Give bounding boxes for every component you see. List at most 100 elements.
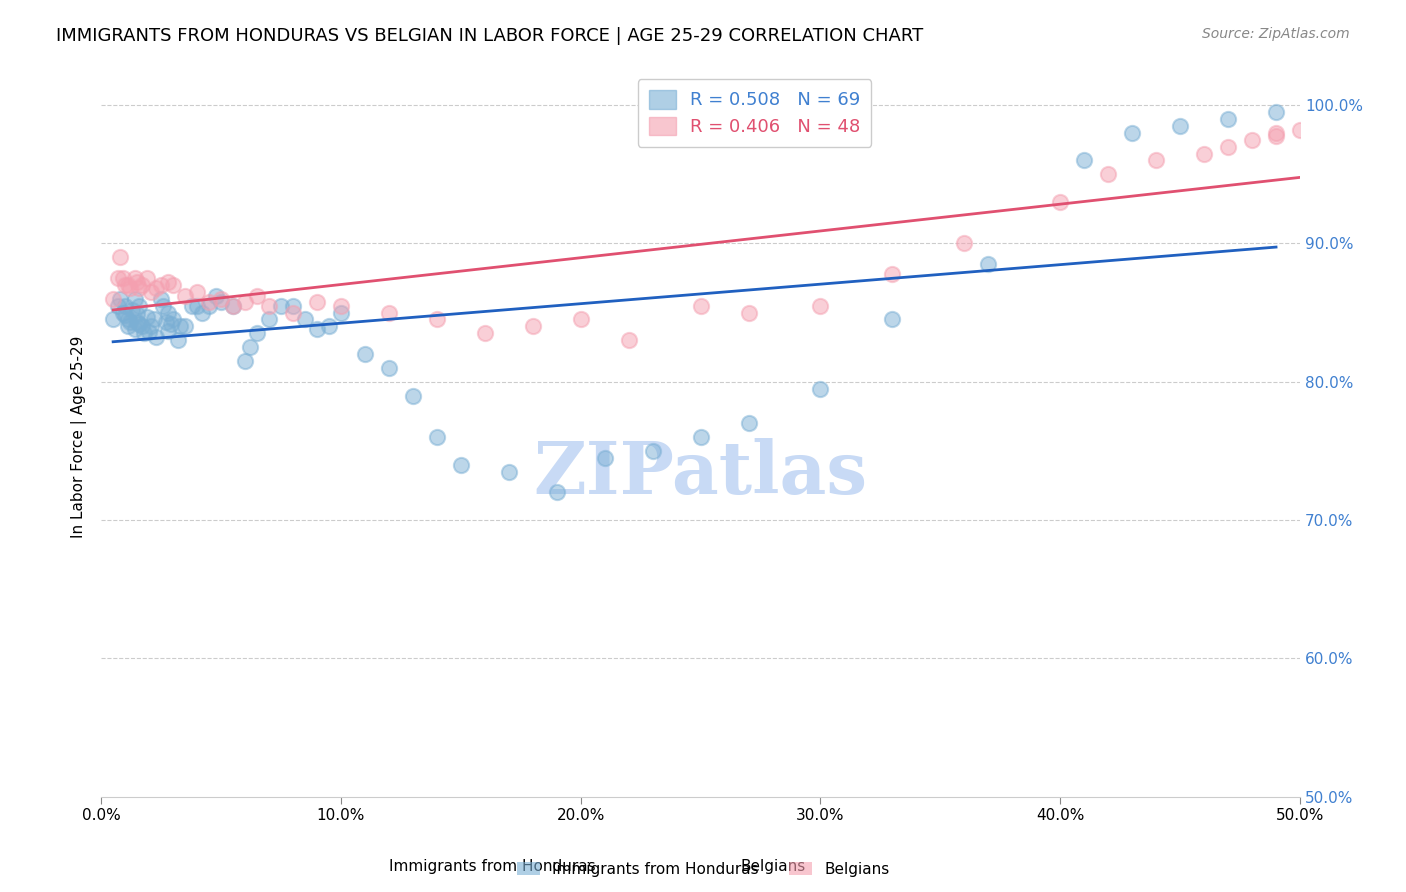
- Point: [1241, 133, 1264, 147]
- Point: [641, 443, 664, 458]
- Point: [131, 319, 153, 334]
- Point: [141, 285, 163, 299]
- Point: [117, 319, 139, 334]
- Point: [124, 292, 146, 306]
- Point: [181, 299, 204, 313]
- Point: [128, 281, 150, 295]
- Point: [426, 312, 449, 326]
- Point: [233, 294, 256, 309]
- Point: [128, 317, 150, 331]
- Point: [142, 312, 165, 326]
- Point: [257, 312, 280, 326]
- Point: [1097, 167, 1119, 181]
- Point: [118, 281, 141, 295]
- Point: [166, 333, 188, 347]
- Point: [150, 277, 173, 292]
- Point: [110, 292, 132, 306]
- Point: [378, 360, 401, 375]
- Point: [114, 299, 136, 313]
- Point: [1049, 194, 1071, 209]
- Point: [152, 299, 174, 313]
- Point: [593, 450, 616, 465]
- Point: [281, 305, 304, 319]
- Point: [233, 354, 256, 368]
- Point: [169, 319, 191, 334]
- Point: [689, 430, 711, 444]
- Legend: Immigrants from Honduras, Belgians: Immigrants from Honduras, Belgians: [509, 854, 897, 884]
- Point: [1216, 112, 1239, 126]
- Point: [124, 271, 146, 285]
- Point: [114, 277, 136, 292]
- Text: Source: ZipAtlas.com: Source: ZipAtlas.com: [1202, 27, 1350, 41]
- Point: [186, 299, 208, 313]
- Point: [1073, 153, 1095, 168]
- Point: [157, 275, 180, 289]
- Point: [977, 257, 1000, 271]
- Point: [121, 302, 143, 317]
- Point: [110, 250, 132, 264]
- Point: [127, 307, 149, 321]
- Point: [402, 388, 425, 402]
- Point: [882, 267, 904, 281]
- Text: IMMIGRANTS FROM HONDURAS VS BELGIAN IN LABOR FORCE | AGE 25-29 CORRELATION CHART: IMMIGRANTS FROM HONDURAS VS BELGIAN IN L…: [56, 27, 924, 45]
- Point: [150, 292, 173, 306]
- Point: [246, 326, 269, 341]
- Point: [737, 416, 759, 430]
- Point: [426, 430, 449, 444]
- Point: [124, 322, 146, 336]
- Point: [450, 458, 472, 472]
- Point: [145, 330, 167, 344]
- Point: [305, 294, 328, 309]
- Point: [186, 285, 208, 299]
- Point: [569, 312, 592, 326]
- Point: [498, 465, 520, 479]
- Point: [222, 299, 245, 313]
- Point: [155, 315, 177, 329]
- Point: [101, 312, 124, 326]
- Point: [209, 294, 232, 309]
- Legend: R = 0.508   N = 69, R = 0.406   N = 48: R = 0.508 N = 69, R = 0.406 N = 48: [638, 79, 872, 147]
- Point: [127, 315, 149, 329]
- Point: [135, 310, 157, 324]
- Point: [810, 299, 832, 313]
- Point: [117, 277, 139, 292]
- Point: [689, 299, 711, 313]
- Point: [354, 347, 377, 361]
- Point: [222, 299, 245, 313]
- Point: [157, 324, 180, 338]
- Point: [107, 271, 129, 285]
- Point: [117, 312, 139, 326]
- Point: [107, 299, 129, 313]
- Point: [1265, 105, 1288, 120]
- Point: [141, 319, 163, 334]
- Point: [128, 299, 150, 313]
- Point: [617, 333, 640, 347]
- Point: [953, 236, 976, 251]
- Point: [118, 315, 141, 329]
- Point: [1265, 126, 1288, 140]
- Point: [127, 275, 149, 289]
- Point: [246, 289, 269, 303]
- Point: [810, 382, 832, 396]
- Point: [111, 305, 134, 319]
- Point: [1289, 123, 1312, 137]
- Point: [294, 312, 316, 326]
- Point: [270, 299, 292, 313]
- Point: [737, 305, 759, 319]
- Point: [329, 299, 352, 313]
- Point: [1144, 153, 1167, 168]
- Point: [378, 305, 401, 319]
- Text: Immigrants from Honduras: Immigrants from Honduras: [389, 859, 595, 874]
- Point: [209, 292, 232, 306]
- Point: [1192, 146, 1215, 161]
- Point: [882, 312, 904, 326]
- Point: [145, 281, 167, 295]
- Point: [1216, 139, 1239, 153]
- Point: [1121, 126, 1143, 140]
- Point: [318, 319, 340, 334]
- Text: Belgians: Belgians: [741, 859, 806, 874]
- Point: [257, 299, 280, 313]
- Point: [174, 319, 197, 334]
- Point: [305, 322, 328, 336]
- Point: [474, 326, 496, 341]
